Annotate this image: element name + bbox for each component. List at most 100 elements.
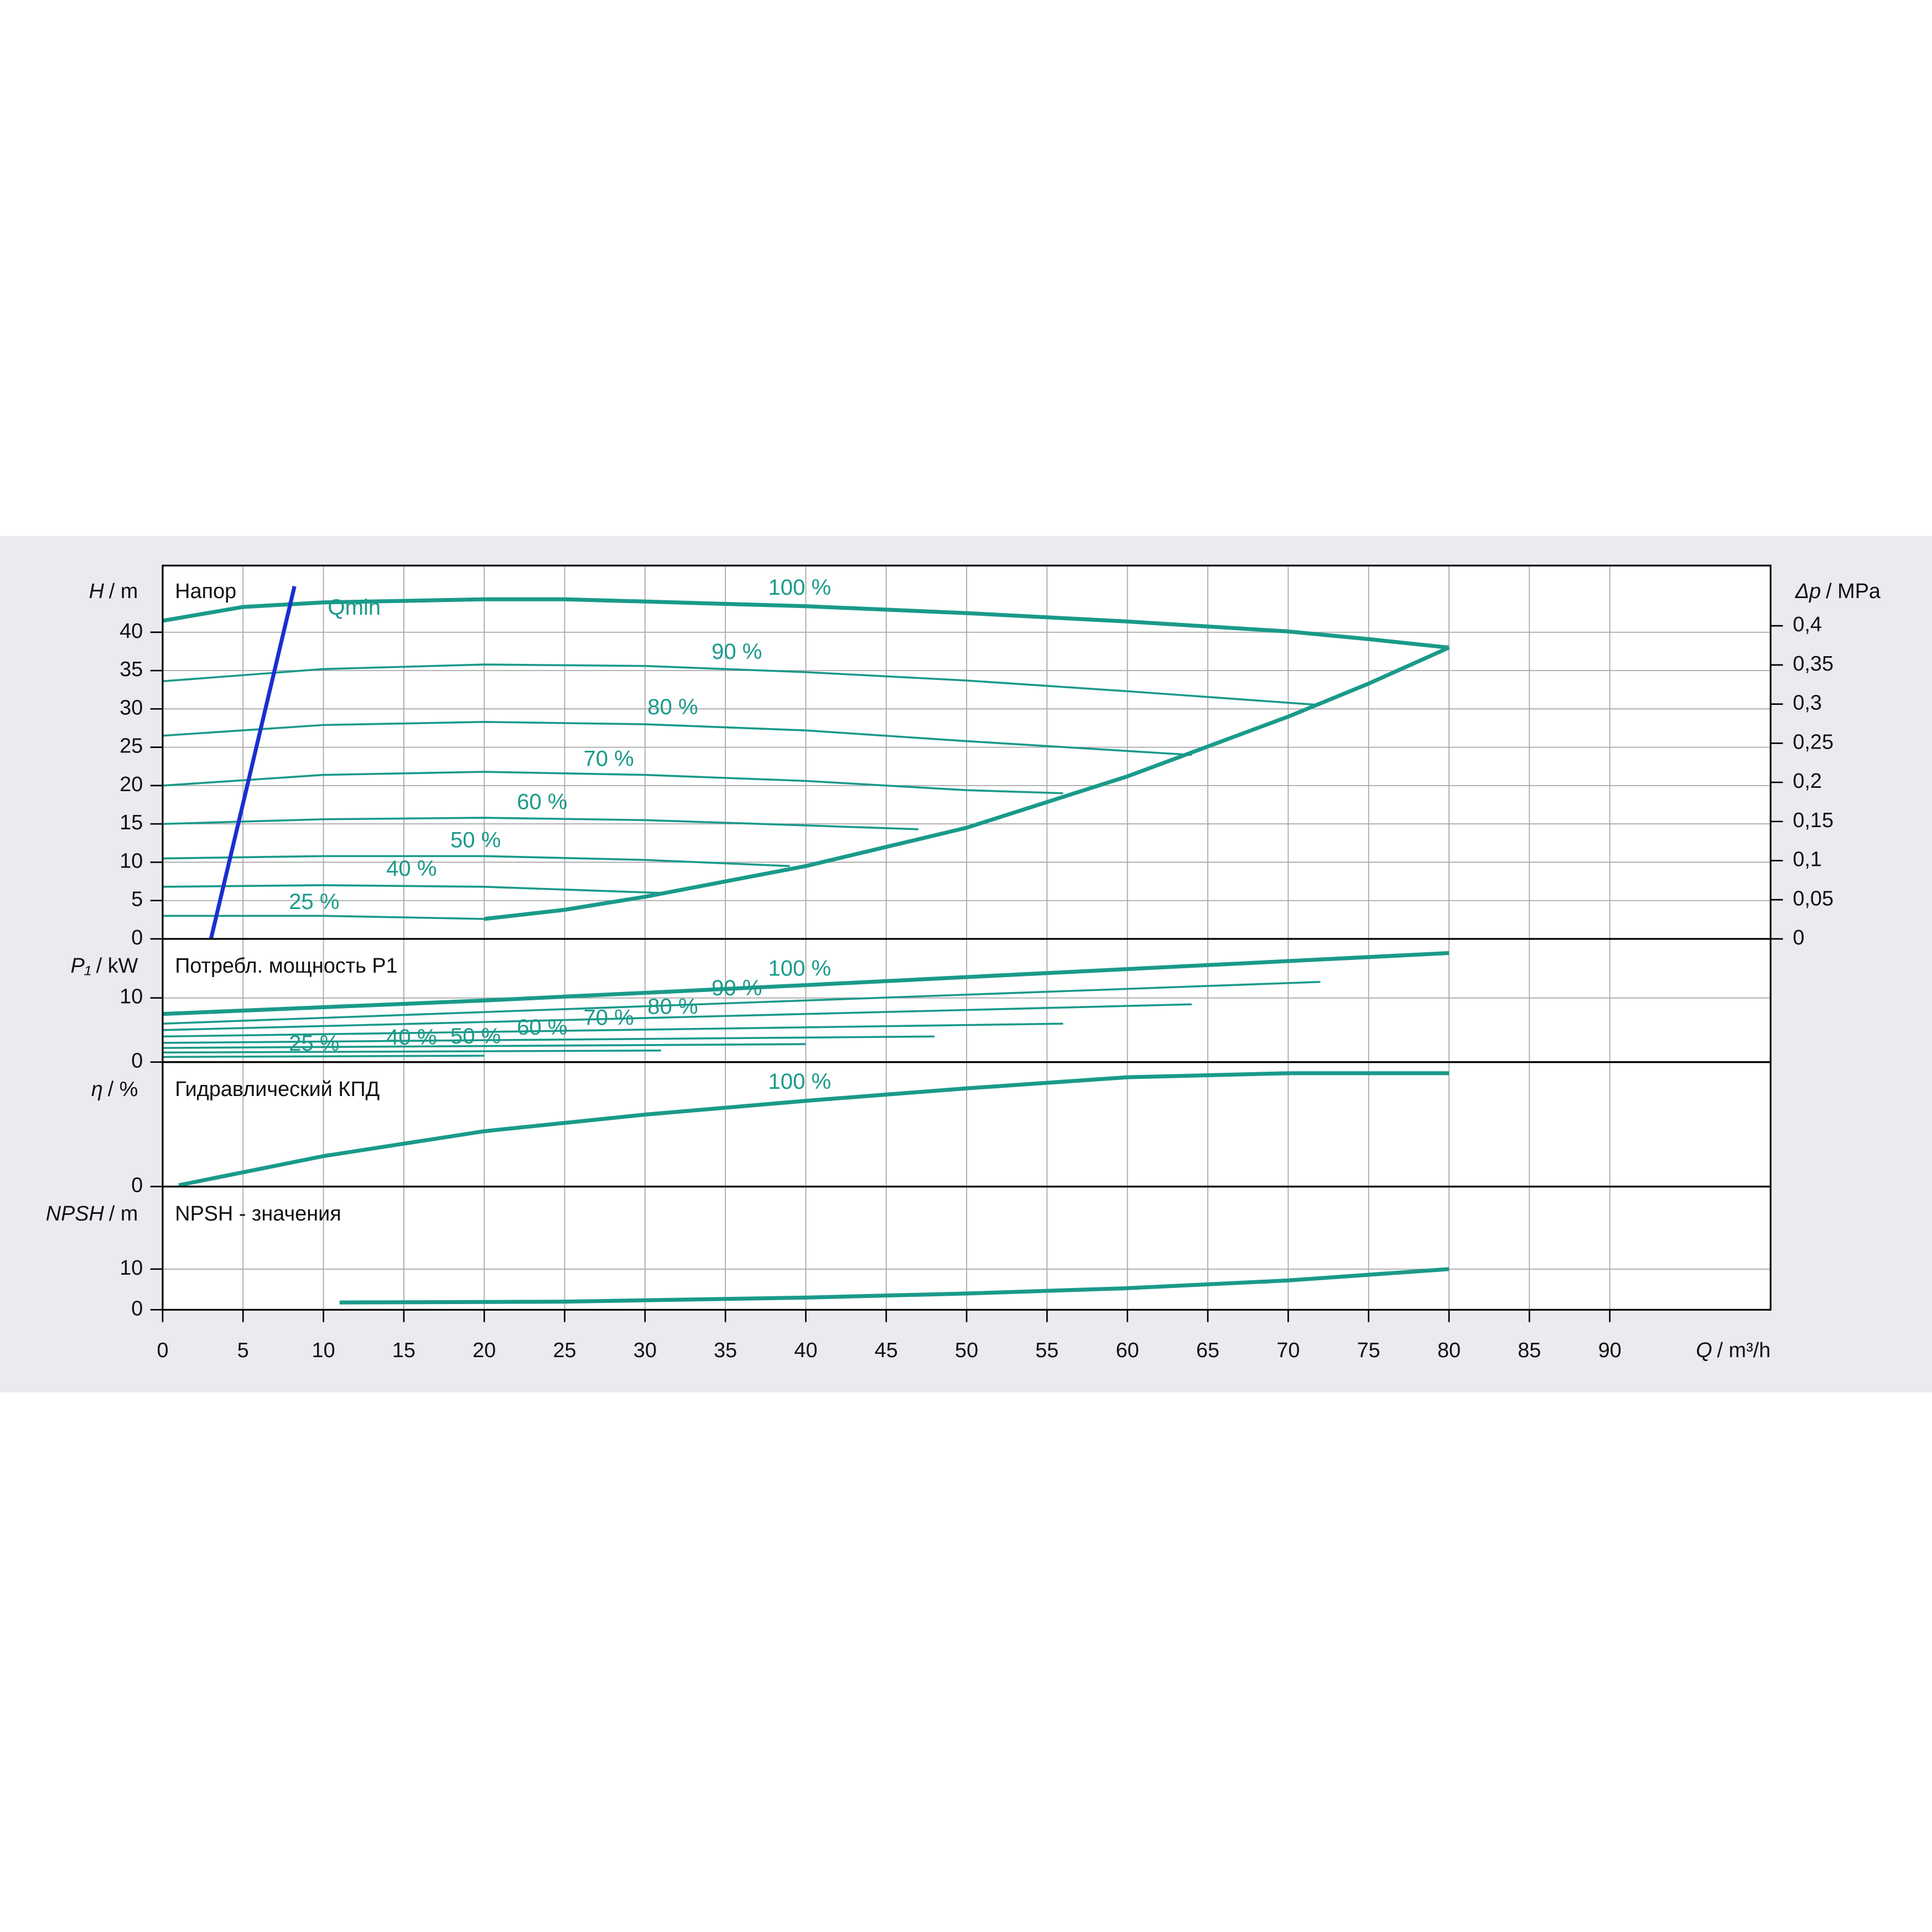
series-line [484, 646, 1450, 921]
series-label: 60 % [517, 790, 567, 814]
y-tick-label: 10 [120, 985, 143, 1009]
y-axis-label-symbol: H [89, 580, 105, 603]
y2-tick-label: 0,4 [1793, 613, 1822, 636]
y-tick-label: 20 [120, 773, 143, 796]
series-line [162, 597, 1450, 650]
series-line [162, 1049, 661, 1054]
x-tick-label: 50 [955, 1339, 978, 1362]
y2-tick-label: 0,35 [1793, 652, 1834, 676]
y-axis-label: NPSH / m [46, 1202, 138, 1225]
panel-title: NPSH - значения [175, 1202, 341, 1225]
series-line [162, 771, 1063, 794]
y-axis-label-unit: / % [108, 1078, 138, 1101]
x-tick-label: 75 [1357, 1339, 1380, 1362]
series-line [209, 585, 297, 939]
y-tick-label: 0 [131, 1297, 143, 1320]
y-tick-label: 0 [131, 1174, 143, 1197]
series-label: 80 % [647, 994, 698, 1019]
series-label: 90 % [711, 640, 762, 664]
y2-axis-label-unit: / MPa [1826, 580, 1881, 603]
x-tick-label: 35 [714, 1339, 737, 1362]
x-axis-label: Q / m³/h [1696, 1339, 1770, 1362]
series-label: 25 % [289, 890, 339, 914]
y-axis-label-unit: / m [109, 1202, 138, 1225]
x-tick-label: 80 [1437, 1339, 1461, 1362]
x-tick-label: 10 [312, 1339, 335, 1362]
y2-tick-label: 0 [1793, 926, 1804, 949]
x-axis-label-symbol: Q [1696, 1339, 1712, 1362]
series-line [339, 1267, 1450, 1305]
y-tick-label: 10 [120, 1256, 143, 1280]
series-line [162, 1003, 1192, 1031]
x-tick-label: 20 [472, 1339, 496, 1362]
y-tick-label: 15 [120, 811, 143, 834]
series-label: 70 % [583, 1005, 633, 1030]
series-line [162, 1035, 935, 1044]
panel-title: Напор [175, 580, 236, 603]
series-line [178, 1071, 1449, 1187]
series-label: 100 % [768, 575, 832, 600]
y-tick-label: 40 [120, 620, 143, 643]
y2-tick-label: 0,05 [1793, 887, 1834, 910]
series-label: 90 % [711, 976, 762, 1000]
y-tick-label: 10 [120, 849, 143, 872]
y2-axis-label-symbol: Δp [1795, 580, 1821, 603]
y-axis-label-symbol: η [91, 1078, 103, 1101]
x-tick-label: 30 [633, 1339, 657, 1362]
y-tick-label: 0 [131, 1050, 143, 1073]
y-axis-label: η / % [91, 1078, 138, 1101]
panel-title: Гидравлический КПД [175, 1078, 380, 1101]
series-line [162, 884, 661, 894]
x-tick-label: 40 [794, 1339, 817, 1362]
y-axis-label-unit: / kW [96, 954, 138, 978]
series-line [162, 721, 1192, 756]
x-tick-label: 70 [1276, 1339, 1300, 1362]
x-tick-label: 60 [1116, 1339, 1139, 1362]
series-line [162, 1043, 806, 1049]
y2-tick-label: 0,3 [1793, 692, 1822, 715]
y2-tick-label: 0,2 [1793, 770, 1822, 793]
series-line [162, 1022, 1063, 1038]
y2-axis-label: Δp / MPa [1795, 580, 1881, 603]
series-line [162, 855, 790, 868]
series-label: 80 % [647, 695, 698, 719]
x-tick-label: 85 [1518, 1339, 1541, 1362]
y-axis-label: H / m [89, 580, 138, 603]
x-axis-label-unit: / m³/h [1717, 1339, 1771, 1362]
y-axis-label-unit: / m [109, 580, 138, 603]
y2-tick-label: 0,25 [1793, 730, 1834, 754]
series-label: 60 % [517, 1015, 567, 1040]
y-tick-label: 5 [131, 888, 143, 911]
series-label: 50 % [450, 828, 501, 853]
y-axis-label-symbol: NPSH [46, 1202, 105, 1225]
series-label: 40 % [386, 1025, 437, 1050]
y-tick-label: 0 [131, 926, 143, 949]
x-tick-label: 65 [1196, 1339, 1219, 1362]
series-label: 50 % [450, 1024, 501, 1048]
series-label: 40 % [386, 856, 437, 881]
y-axis-label: P₁ / kW [71, 954, 138, 978]
x-tick-label: 25 [553, 1339, 576, 1362]
x-tick-label: 90 [1598, 1339, 1622, 1362]
y-tick-label: 35 [120, 658, 143, 681]
series-label: 25 % [289, 1031, 339, 1056]
y-tick-label: 30 [120, 696, 143, 719]
y-tick-label: 25 [120, 735, 143, 758]
series-line [162, 1055, 485, 1058]
series-label: 100 % [768, 956, 832, 980]
series-line [162, 980, 1321, 1025]
x-tick-label: 0 [157, 1339, 168, 1362]
series-label: 70 % [583, 747, 633, 771]
series-line [162, 663, 1321, 707]
series-label: 100 % [768, 1069, 832, 1094]
panel-title: Потребл. мощность P1 [175, 954, 397, 978]
x-tick-label: 55 [1035, 1339, 1058, 1362]
series-line [162, 817, 918, 830]
series-line [162, 951, 1450, 1016]
y2-tick-label: 0,1 [1793, 848, 1822, 871]
x-tick-label: 5 [237, 1339, 249, 1362]
series-label: Qmin [328, 595, 381, 620]
x-tick-label: 15 [392, 1339, 416, 1362]
